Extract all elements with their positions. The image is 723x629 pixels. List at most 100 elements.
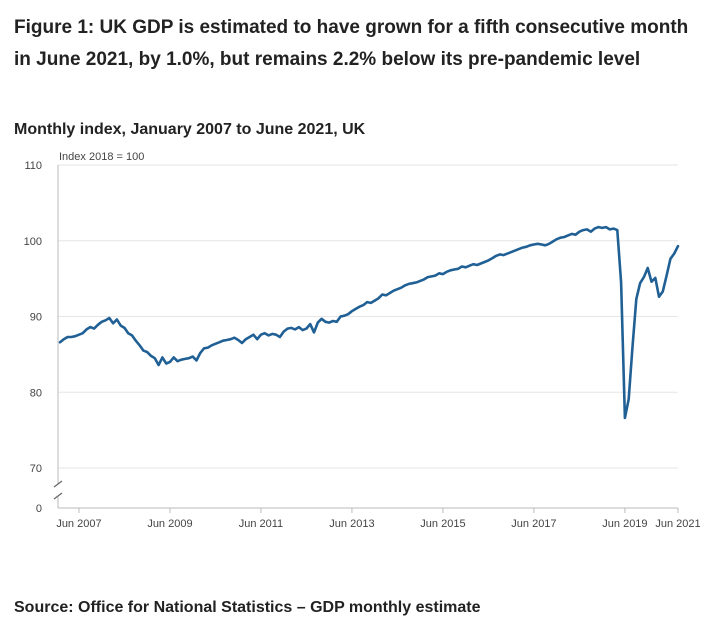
- data-point: [116, 318, 118, 320]
- data-point: [154, 357, 156, 359]
- x-tick-label: Jun 2017: [511, 518, 556, 530]
- data-point: [468, 265, 470, 267]
- data-point: [665, 274, 667, 276]
- data-point: [184, 358, 186, 360]
- data-point: [605, 226, 607, 228]
- data-point: [313, 331, 315, 333]
- data-point: [639, 282, 641, 284]
- grid-layer: [58, 164, 678, 509]
- data-point: [157, 364, 159, 366]
- data-point: [343, 315, 345, 317]
- data-point: [571, 233, 573, 235]
- data-point: [78, 333, 80, 335]
- data-point: [461, 265, 463, 267]
- data-point: [169, 361, 171, 363]
- data-point: [59, 341, 61, 343]
- data-point: [298, 326, 300, 328]
- data-point: [233, 337, 235, 339]
- data-point: [256, 338, 258, 340]
- x-tick-label: Jun 2011: [239, 518, 283, 530]
- data-point: [260, 333, 262, 335]
- data-point: [135, 340, 137, 342]
- data-point: [673, 252, 675, 254]
- x-tick-label: Jun 2009: [147, 518, 192, 530]
- data-point: [415, 281, 417, 283]
- x-tick-label: Jun 2019: [602, 518, 647, 530]
- data-point: [392, 290, 394, 292]
- data-point: [373, 299, 375, 301]
- data-point: [518, 248, 520, 250]
- data-point: [411, 282, 413, 284]
- x-tick-label: Jun 2015: [420, 518, 465, 530]
- data-point: [85, 328, 87, 330]
- y-axis-unit-label: Index 2018 = 100: [59, 151, 144, 163]
- data-point: [89, 326, 91, 328]
- data-point: [241, 342, 243, 344]
- data-point: [385, 294, 387, 296]
- data-point: [514, 249, 516, 251]
- data-point: [370, 302, 372, 304]
- data-point: [624, 417, 626, 419]
- data-point: [491, 257, 493, 259]
- x-tick-label: Jun 2013: [329, 518, 374, 530]
- data-point: [404, 284, 406, 286]
- data-point: [597, 226, 599, 228]
- data-point: [286, 327, 288, 329]
- data-point: [480, 262, 482, 264]
- data-point: [218, 341, 220, 343]
- data-point: [317, 321, 319, 323]
- data-point: [464, 266, 466, 268]
- data-point: [131, 334, 133, 336]
- data-point: [252, 333, 254, 335]
- data-point: [245, 338, 247, 340]
- data-point: [188, 357, 190, 359]
- y-tick-label: 70: [30, 463, 42, 475]
- data-point: [601, 227, 603, 229]
- data-point: [423, 278, 425, 280]
- data-point: [210, 344, 212, 346]
- data-point: [97, 324, 99, 326]
- data-point: [574, 233, 576, 235]
- data-point: [93, 327, 95, 329]
- data-point: [449, 269, 451, 271]
- data-point: [207, 346, 209, 348]
- data-point: [487, 259, 489, 261]
- data-point: [203, 347, 205, 349]
- data-point: [237, 339, 239, 341]
- data-point: [195, 359, 197, 361]
- data-point: [590, 230, 592, 232]
- data-point: [112, 322, 114, 324]
- data-point: [290, 327, 292, 329]
- data-point: [324, 321, 326, 323]
- data-point: [336, 321, 338, 323]
- data-point: [108, 317, 110, 319]
- data-point: [101, 321, 103, 323]
- data-point: [472, 263, 474, 265]
- data-point: [483, 261, 485, 263]
- source-note: Source: Office for National Statistics –…: [14, 599, 481, 616]
- data-point: [226, 339, 228, 341]
- data-point: [279, 336, 281, 338]
- data-point: [442, 273, 444, 275]
- series-layer: [58, 225, 680, 420]
- data-point: [620, 281, 622, 283]
- data-point: [559, 237, 561, 239]
- y-tick-label: 0: [36, 503, 42, 515]
- data-point: [282, 330, 284, 332]
- data-point: [267, 334, 269, 336]
- data-point: [628, 398, 630, 400]
- data-point: [430, 275, 432, 277]
- data-point: [309, 323, 311, 325]
- data-point: [650, 280, 652, 282]
- data-point: [332, 320, 334, 322]
- data-point: [66, 336, 68, 338]
- data-point: [142, 349, 144, 351]
- data-point: [502, 254, 504, 256]
- data-point: [540, 243, 542, 245]
- data-point: [63, 338, 65, 340]
- data-point: [176, 360, 178, 362]
- data-point: [408, 283, 410, 285]
- data-point: [533, 243, 535, 245]
- data-point: [264, 332, 266, 334]
- data-point: [548, 243, 550, 245]
